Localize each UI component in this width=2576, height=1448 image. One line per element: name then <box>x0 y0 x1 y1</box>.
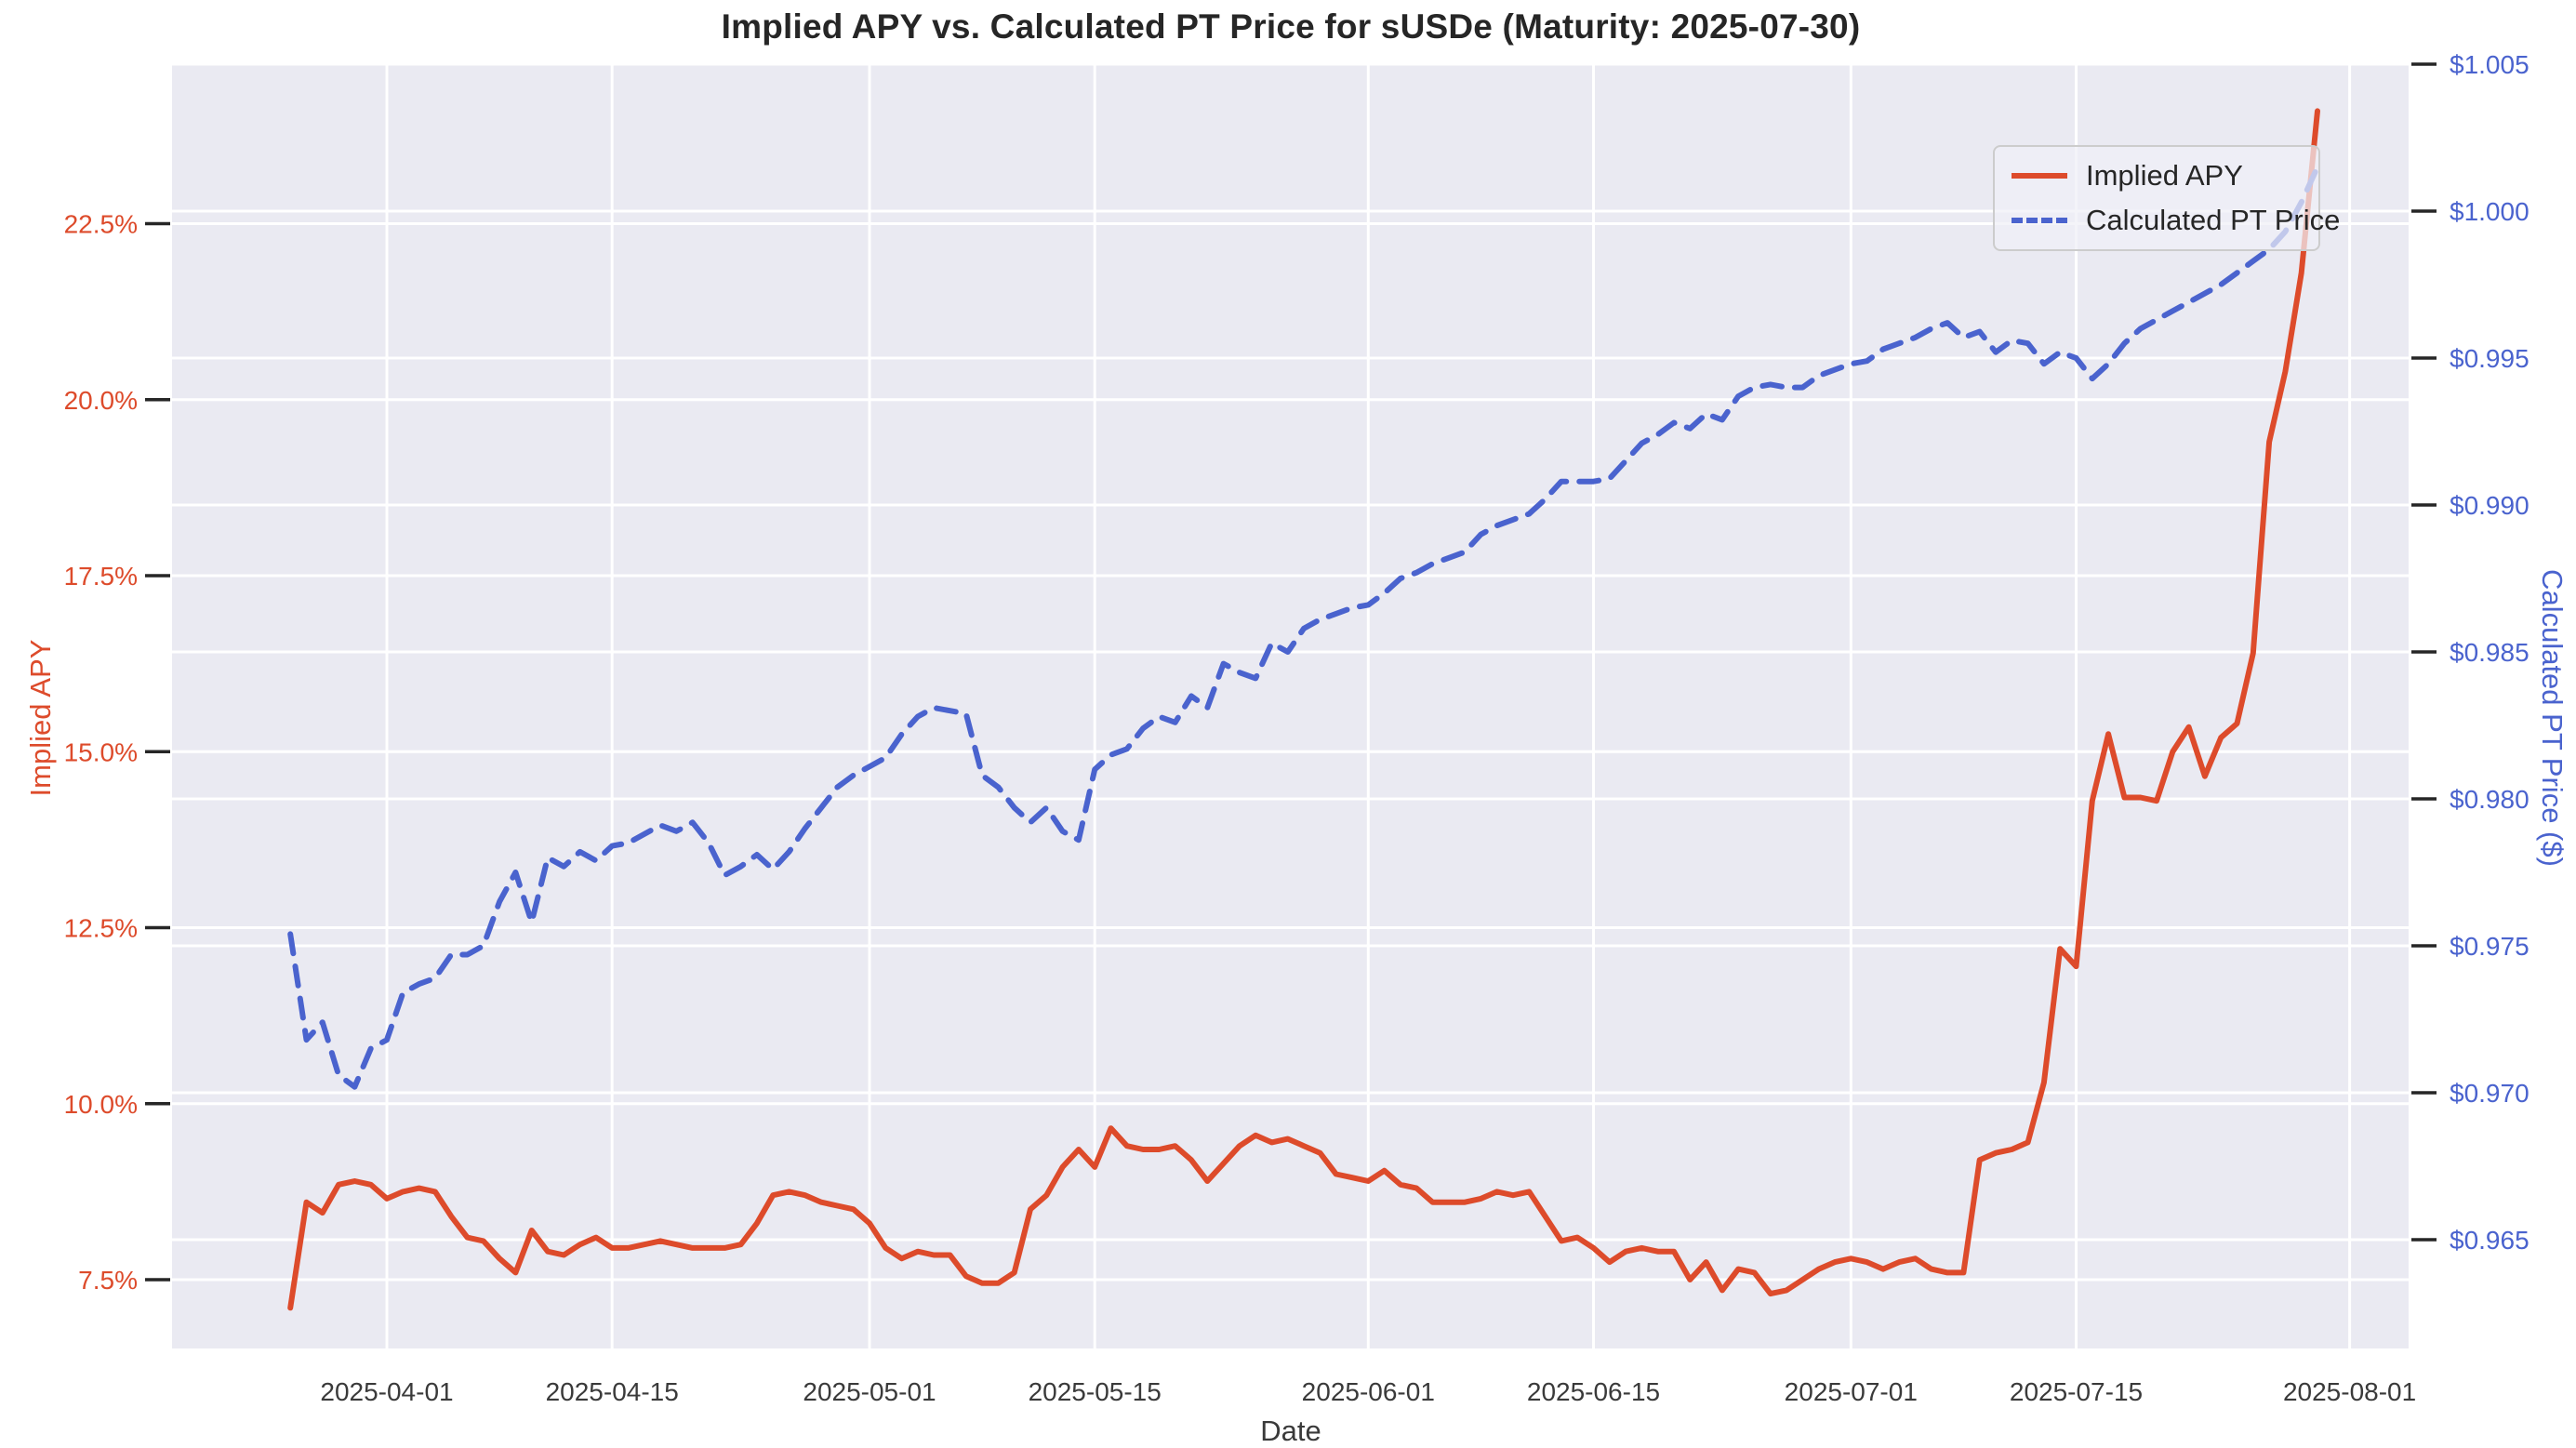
x-tick-label: 2025-07-15 <box>2010 1377 2143 1406</box>
y-right-tick-label: $0.970 <box>2450 1079 2530 1108</box>
x-axis-label: Date <box>1260 1415 1321 1447</box>
y-left-tick-label: 17.5% <box>64 562 138 591</box>
plot-area <box>172 63 2409 1348</box>
y-left-tick-label: 12.5% <box>64 914 138 943</box>
x-tick-label: 2025-05-01 <box>803 1377 936 1406</box>
y-right-tick-label: $1.005 <box>2450 50 2530 79</box>
right-axis-label: Calculated PT Price ($) <box>2536 569 2569 867</box>
x-tick-label: 2025-06-15 <box>1527 1377 1660 1406</box>
x-tick-label: 2025-04-01 <box>320 1377 453 1406</box>
y-left-tick-label: 22.5% <box>64 210 138 239</box>
legend-line-sample-solid <box>2012 173 2067 179</box>
y-left-tick-label: 20.0% <box>64 386 138 415</box>
y-right-tick-label: $0.995 <box>2450 344 2530 373</box>
series-line-implied-apy <box>287 108 2320 1311</box>
legend-item-pt-price: Calculated PT Price <box>2012 203 2340 238</box>
y-left-tick-label: 15.0% <box>64 737 138 766</box>
y-right-tick-label: $0.980 <box>2450 785 2530 814</box>
chart-title: Implied APY vs. Calculated PT Price for … <box>721 7 1861 46</box>
legend-line-sample-dashed <box>2012 218 2067 223</box>
left-axis-label: Implied APY <box>24 639 57 797</box>
x-tick-label: 2025-04-15 <box>546 1377 679 1406</box>
y-left-tick-label: 7.5% <box>78 1266 138 1295</box>
x-tick-label: 2025-08-01 <box>2283 1377 2416 1406</box>
y-right-tick-label: $0.975 <box>2450 932 2530 961</box>
x-tick-label: 2025-07-01 <box>1785 1377 1918 1406</box>
legend-label: Calculated PT Price <box>2086 204 2341 236</box>
legend: Implied APY Calculated PT Price <box>1993 145 2340 251</box>
legend-label: Implied APY <box>2086 159 2243 192</box>
y-right-tick-label: $0.990 <box>2450 491 2530 520</box>
y-left-tick-label: 10.0% <box>64 1090 138 1119</box>
y-right-tick-label: $0.965 <box>2450 1226 2530 1255</box>
y-right-tick-label: $1.000 <box>2450 197 2530 226</box>
x-tick-label: 2025-05-15 <box>1029 1377 1162 1406</box>
x-tick-label: 2025-06-01 <box>1302 1377 1435 1406</box>
legend-item-implied-apy: Implied APY <box>2012 158 2302 193</box>
y-right-tick-label: $0.985 <box>2450 638 2530 667</box>
series-line-calculated-pt-price <box>287 164 2320 1090</box>
